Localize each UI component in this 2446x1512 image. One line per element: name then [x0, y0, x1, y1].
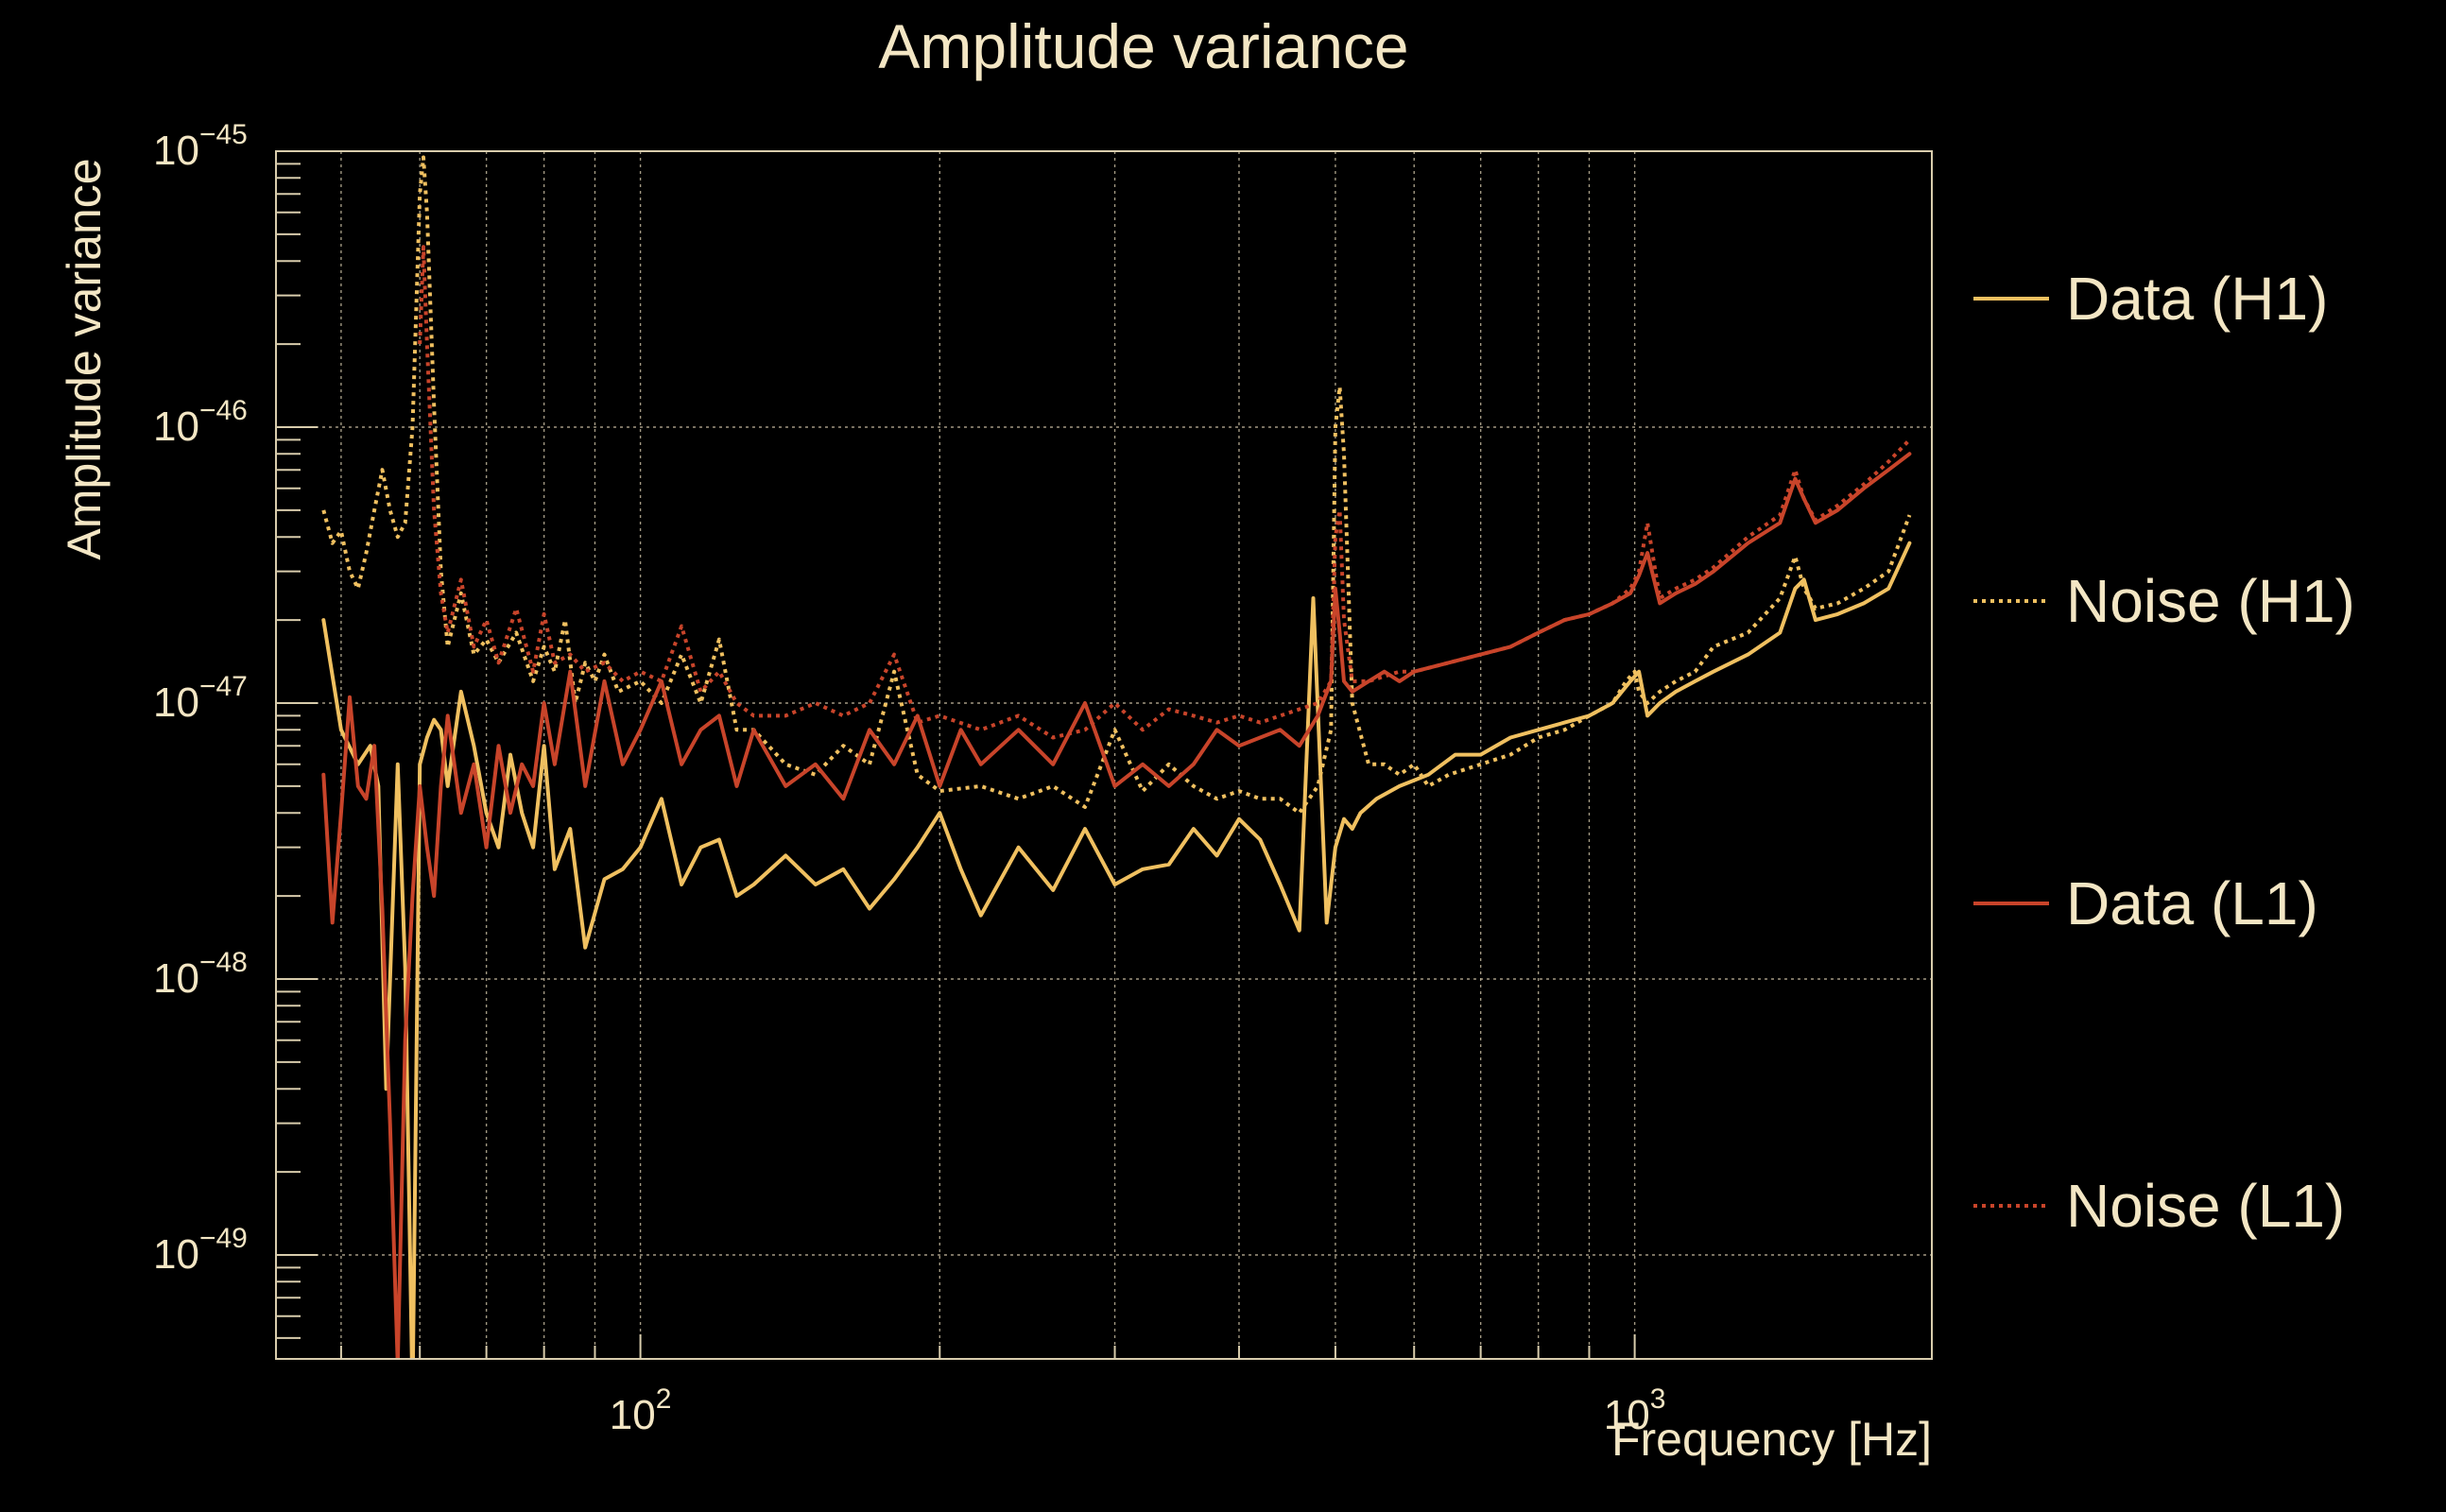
x-tick-label-base: 10 [1604, 1392, 1650, 1438]
legend-label: Noise (L1) [2066, 1172, 2345, 1240]
y-tick-label-exponent: −47 [199, 671, 248, 702]
x-axis-label: Frequency [Hz] [1611, 1413, 1932, 1466]
y-tick-label-base: 10 [153, 955, 199, 1002]
x-tick-label-base: 10 [610, 1392, 656, 1438]
x-tick-label: 103 [1604, 1383, 1666, 1438]
legend-label: Data (H1) [2066, 265, 2328, 333]
y-tick-label-base: 10 [153, 128, 199, 174]
y-tick-label: 10−45 [153, 119, 248, 174]
series-line-4 [418, 245, 1911, 740]
legend-label: Noise (H1) [2066, 567, 2355, 635]
y-tick-label-exponent: −48 [199, 947, 248, 978]
chart-title: Amplitude variance [878, 11, 1408, 81]
y-tick-label-exponent: −46 [199, 395, 248, 426]
y-tick-label: 10−47 [153, 671, 248, 726]
y-tick-label-base: 10 [153, 404, 199, 450]
plot-frame [275, 150, 1933, 1360]
y-tick-label-base: 10 [153, 679, 199, 726]
legend-label: Data (L1) [2066, 869, 2318, 937]
series-lines [321, 155, 1912, 1359]
y-tick-label-base: 10 [153, 1231, 199, 1278]
y-tick-label-exponent: −45 [199, 119, 248, 150]
y-tick-label-exponent: −49 [199, 1223, 248, 1254]
y-tick-label: 10−48 [153, 947, 248, 1002]
x-tick-label-exponent: 2 [656, 1383, 672, 1415]
series-line-3 [321, 452, 1912, 1359]
series-line-2 [321, 155, 1912, 816]
legend: Data (H1) Noise (H1) Data (L1) Noise (L1) [1973, 265, 2355, 1240]
series-line-1 [321, 541, 1912, 1359]
x-tick-label: 102 [610, 1383, 672, 1438]
y-tick-label: 10−49 [153, 1223, 248, 1278]
x-tick-label-exponent: 3 [1650, 1383, 1666, 1415]
axis-ticks [276, 150, 1636, 1359]
y-tick-label: 10−46 [153, 395, 248, 450]
y-axis-label: Amplitude variance [58, 158, 111, 559]
